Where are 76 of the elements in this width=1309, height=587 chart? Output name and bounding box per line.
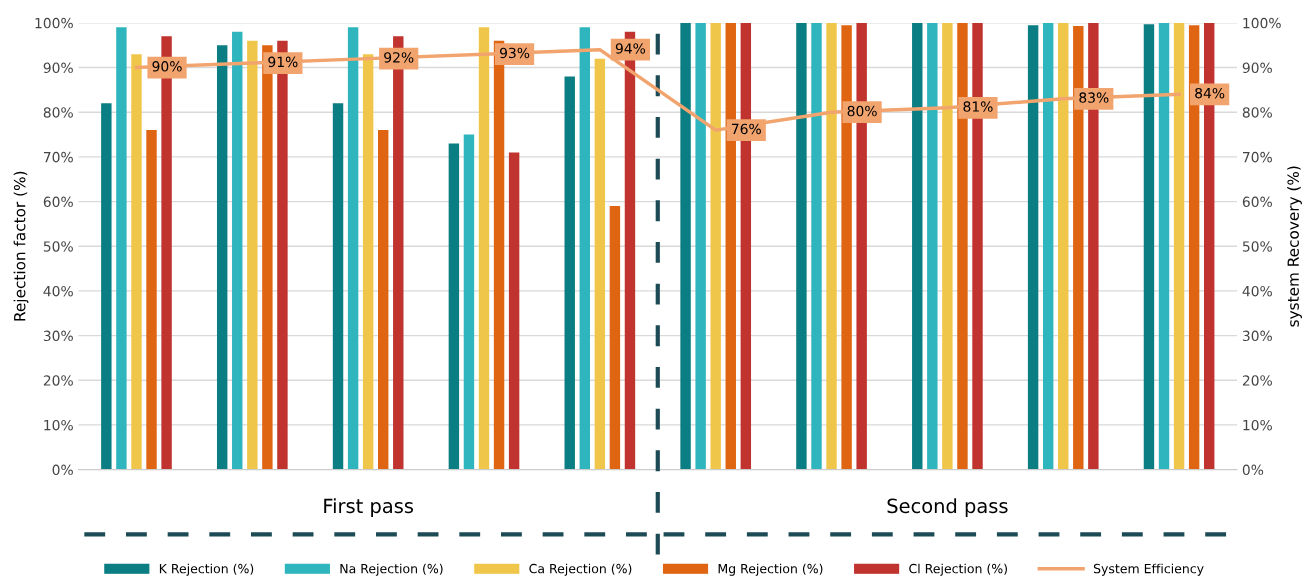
bar (1173, 22, 1185, 470)
data-label: 81% (963, 101, 993, 112)
y2-tick-label: 70% (1243, 151, 1272, 163)
y2-tick-label: 50% (1242, 241, 1272, 252)
legend-label: Na Rejection (%) (340, 563, 443, 576)
bar (796, 22, 807, 470)
bar (232, 31, 243, 470)
bar (146, 130, 157, 470)
data-label: 84% (1195, 87, 1225, 99)
data-label: 91% (268, 56, 298, 68)
y2-tick-label: 100% (1243, 17, 1281, 29)
bar (332, 103, 344, 470)
bar (378, 130, 389, 470)
data-label: 80% (847, 105, 877, 117)
bar (131, 54, 142, 470)
y-tick-label: 70% (43, 151, 73, 163)
legend-label: Ca Rejection (%) (529, 563, 632, 576)
bar (826, 22, 837, 470)
legend-label: Mg Rejection (%) (718, 563, 823, 576)
y2-tick-label: 80% (1242, 107, 1272, 118)
y2-tick-label: 30% (1242, 330, 1272, 342)
legend-label: Cl Rejection (%) (909, 563, 1007, 576)
y-tick-label: 10% (44, 419, 73, 431)
bar (609, 206, 621, 470)
bar (116, 27, 127, 470)
y-tick-label: 30% (43, 330, 73, 342)
y-tick-label: 60% (43, 196, 73, 208)
bar (216, 45, 228, 470)
data-label: 83% (1079, 92, 1109, 103)
bar (247, 40, 258, 470)
bar (463, 134, 475, 470)
data-label: 90% (152, 61, 182, 72)
y2-tick-label: 0% (1242, 464, 1264, 476)
y-tick-label: 20% (43, 375, 73, 386)
text: First pass (324, 498, 414, 517)
data-label: 92% (384, 52, 414, 63)
bar (680, 22, 691, 470)
text: Second pass (887, 498, 1008, 517)
bar (594, 58, 606, 470)
y2-tick-label: 90% (1242, 62, 1272, 74)
y2-tick-label: 60% (1242, 196, 1272, 208)
bar (448, 143, 460, 470)
bar (1027, 25, 1039, 470)
bar (508, 152, 520, 470)
data-label: 93% (500, 47, 530, 59)
legend-label: K Rejection (%) (159, 563, 254, 576)
y2-tick-label: 40% (1242, 285, 1272, 297)
bar (912, 22, 923, 470)
bar (942, 22, 953, 470)
y2-tick-label: 10% (1243, 419, 1272, 431)
data-label: 76% (731, 123, 761, 135)
bar (1058, 22, 1069, 470)
bar (347, 27, 359, 470)
legend-label: System Efficiency (1093, 563, 1204, 576)
y-tick-label: 40% (43, 285, 73, 297)
y2-tick-label: 20% (1242, 375, 1272, 386)
bar (1158, 22, 1170, 470)
bar (710, 22, 721, 470)
y-axis-title: Rejection factor (%) (13, 171, 29, 321)
bar (564, 76, 575, 470)
y-tick-label: 90% (43, 62, 73, 74)
y-tick-label: 0% (52, 464, 73, 476)
bar (101, 103, 112, 470)
bar (1143, 24, 1155, 470)
y-tick-label: 100% (35, 17, 73, 29)
bar (811, 22, 822, 470)
y-tick-label: 50% (43, 241, 73, 252)
y2-axis-title: system Recovery (%) (1287, 166, 1302, 327)
bar (1042, 22, 1054, 470)
bar (362, 54, 374, 470)
bar (695, 22, 706, 470)
bar (927, 22, 938, 470)
data-label: 94% (615, 43, 646, 54)
bar (579, 27, 590, 470)
y-tick-label: 80% (43, 107, 73, 118)
bar (478, 27, 490, 470)
